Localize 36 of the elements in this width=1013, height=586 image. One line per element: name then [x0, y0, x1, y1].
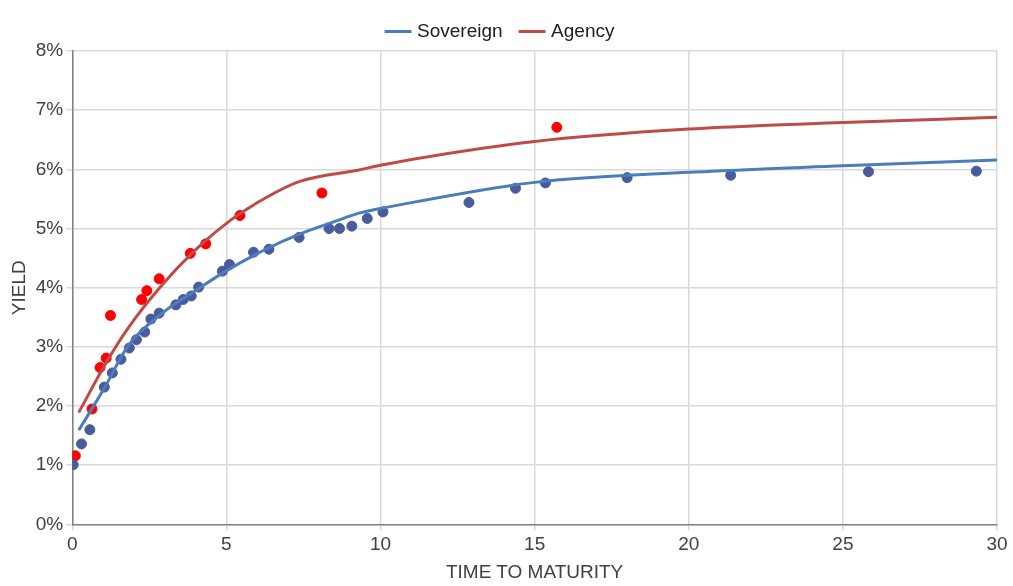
point [316, 187, 328, 199]
legend-label: Agency [551, 19, 615, 41]
point [84, 424, 96, 436]
y-tick-label: 1% [35, 453, 64, 475]
y-tick-label: 0% [35, 512, 64, 534]
y-tick-label: 2% [35, 394, 64, 416]
point [970, 165, 982, 177]
point [361, 212, 373, 224]
point [153, 273, 165, 285]
line-series [77, 115, 997, 415]
point [346, 220, 358, 232]
legend-label: Sovereign [417, 19, 503, 41]
point [76, 438, 88, 450]
point [551, 121, 563, 133]
point [104, 310, 116, 322]
x-axis-title: TIME TO MATURITY [445, 560, 624, 582]
x-tick-label: 5 [221, 533, 232, 555]
x-tick-label: 15 [524, 533, 546, 555]
point [463, 196, 475, 208]
y-tick-label: 7% [35, 98, 64, 120]
y-tick-label: 6% [35, 157, 64, 179]
x-tick-label: 20 [678, 533, 700, 555]
x-tick-label: 0 [66, 533, 78, 555]
x-tick-label: 25 [832, 533, 854, 555]
y-tick-label: 4% [35, 275, 64, 297]
line-series [77, 158, 997, 432]
x-tick-label: 10 [369, 533, 392, 555]
point [862, 166, 874, 178]
point [136, 294, 148, 306]
y-axis-title: YIELD [7, 260, 29, 316]
point [141, 285, 153, 297]
x-tick-label: 30 [986, 533, 1008, 555]
y-tick-label: 3% [35, 335, 64, 357]
y-tick-label: 8% [35, 39, 64, 61]
y-tick-label: 5% [35, 216, 64, 238]
point [334, 223, 346, 235]
